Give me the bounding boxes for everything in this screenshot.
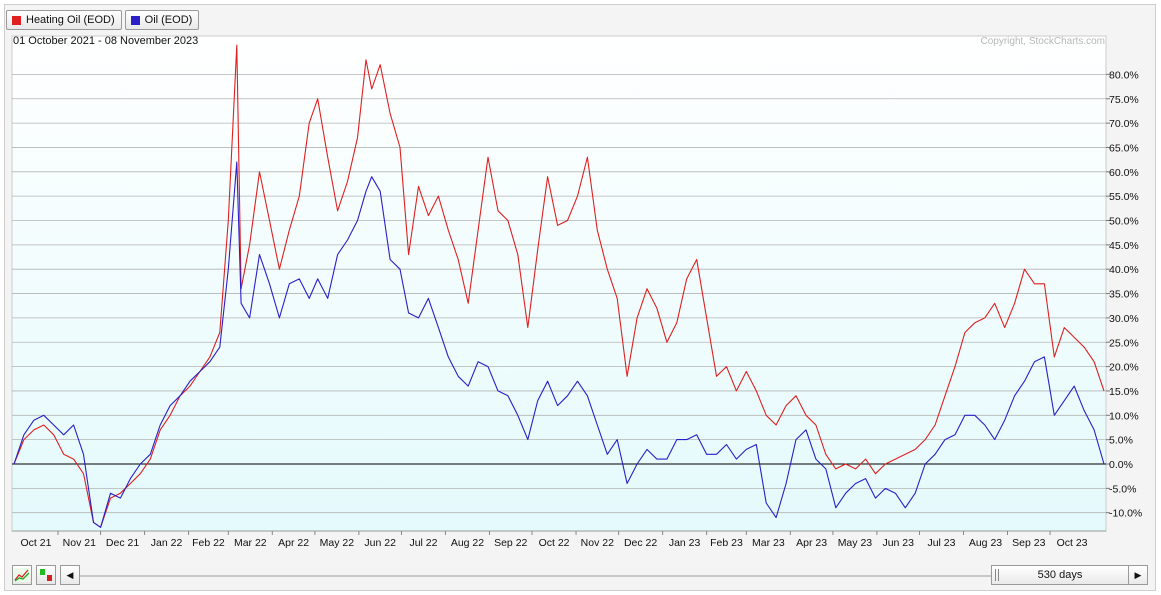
y-tick-label: 0.0% [1109,459,1133,471]
y-tick-label: 80.0% [1109,69,1139,81]
scroll-track[interactable] [80,575,992,577]
x-tick-label: Jan 22 [151,537,183,549]
x-axis-ticks: Oct 21 Nov 21 Dec 21 Jan 22 Feb 22 Mar 22 Apr … [21,531,1088,549]
legend-heating-oil-button[interactable]: Heating Oil (EOD) [6,10,122,30]
left-grip-icon[interactable] [995,569,996,581]
y-tick-label: -10.0% [1109,508,1142,520]
legend-heating-oil-label: Heating Oil (EOD) [26,14,115,26]
bottom-toolbar: ◀ 530 days ▶ [6,563,1152,589]
y-tick-label: 15.0% [1109,386,1139,398]
x-tick-label: Jun 23 [882,537,914,549]
period-label: 530 days [1037,569,1083,581]
copyright-label: Copyright, StockCharts.com [981,36,1106,47]
x-tick-label: Dec 21 [106,537,139,549]
x-tick-label: Mar 22 [234,537,267,549]
x-tick-label: Feb 23 [710,537,743,549]
x-tick-label: Oct 22 [539,537,570,549]
heating-oil-series-line [13,44,1105,528]
y-tick-label: 35.0% [1109,289,1139,301]
x-tick-label: Nov 21 [63,537,96,549]
x-tick-label: May 23 [838,537,873,549]
plot-area [11,35,1107,532]
x-tick-label: Dec 22 [624,537,657,549]
x-tick-label: Oct 21 [21,537,52,549]
scroll-right-button[interactable]: ▶ [1128,565,1148,585]
left-grip-icon[interactable] [998,569,999,581]
x-tick-label: Mar 23 [752,537,785,549]
x-tick-label: Jul 22 [409,537,437,549]
oil-swatch [130,15,140,25]
x-tick-label: Aug 23 [969,537,1002,549]
y-tick-label: 20.0% [1109,362,1139,374]
x-tick-label: Jul 23 [927,537,955,549]
candle-style-button[interactable] [36,565,56,585]
x-tick-label: Oct 23 [1057,537,1088,549]
legend-bar: Heating Oil (EOD) Oil (EOD) [6,10,200,32]
y-tick-label: 55.0% [1109,191,1139,203]
y-tick-label: 5.0% [1109,435,1133,447]
x-tick-label: Feb 22 [192,537,225,549]
y-tick-label: 25.0% [1109,337,1139,349]
y-tick-label: 60.0% [1109,167,1139,179]
scroll-left-button[interactable]: ◀ [60,565,80,585]
date-range-label: 01 October 2021 - 08 November 2023 [13,35,198,47]
chart-style-button[interactable] [12,565,32,585]
x-tick-label: Apr 23 [796,537,827,549]
period-slider-thumb[interactable]: 530 days [991,565,1129,585]
x-tick-label: Aug 22 [451,537,484,549]
legend-oil-label: Oil (EOD) [144,14,193,26]
x-tick-label: Apr 22 [278,537,309,549]
legend-oil-button[interactable]: Oil (EOD) [124,10,200,30]
y-tick-label: 70.0% [1109,118,1139,130]
y-tick-label: 50.0% [1109,216,1139,228]
series-lines [13,44,1105,528]
y-tick-label: 75.0% [1109,94,1139,106]
x-tick-label: Sep 23 [1012,537,1045,549]
gridlines [12,74,1106,514]
y-tick-label: 40.0% [1109,264,1139,276]
y-tick-label: 30.0% [1109,313,1139,325]
y-tick-label: 10.0% [1109,410,1139,422]
left-arrow-icon: ◀ [66,569,74,580]
y-tick-label: -5.0% [1109,483,1136,495]
y-axis-ticks: -10.0% -5.0% 0.0% 5.0% 10.0% 15.0% 20.0% 25.0% 3… [1106,69,1142,520]
y-tick-label: 65.0% [1109,142,1139,154]
x-tick-label: Jun 22 [364,537,396,549]
heating-oil-swatch [12,15,21,25]
x-tick-label: May 22 [320,537,355,549]
x-tick-label: Nov 22 [581,537,614,549]
y-tick-label: 45.0% [1109,240,1139,252]
right-arrow-icon: ▶ [1134,569,1142,580]
x-tick-label: Sep 22 [494,537,527,549]
line-chart-icon [14,568,30,582]
x-tick-label: Jan 23 [669,537,701,549]
up-down-candles-icon [40,569,52,581]
oil-series-line [13,161,1105,528]
